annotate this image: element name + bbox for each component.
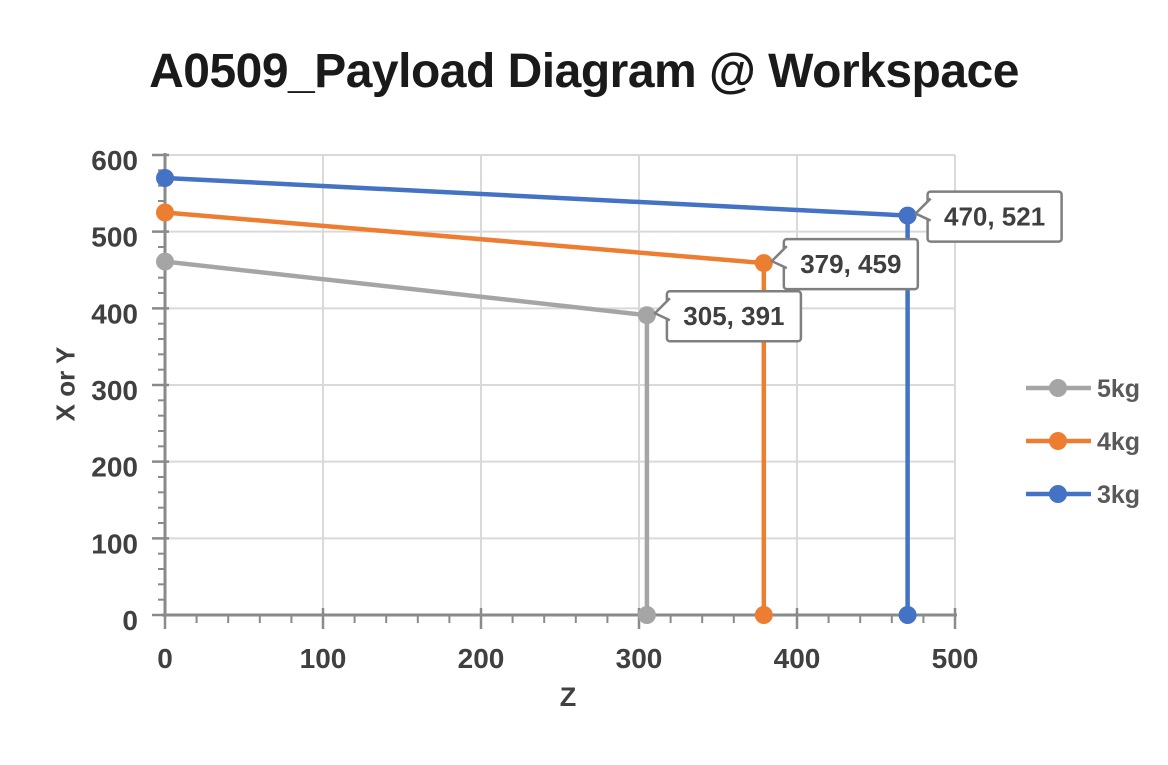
data-label-callout-tail-5kg (653, 297, 671, 322)
y-tick-label: 400 (91, 298, 138, 329)
legend-marker-4kg (1049, 432, 1067, 450)
y-tick-label: 200 (91, 452, 138, 483)
y-tick-label: 500 (91, 222, 138, 253)
x-tick-label: 300 (616, 643, 663, 674)
data-label-text-3kg: 470, 521 (944, 202, 1045, 232)
legend-marker-3kg (1049, 485, 1067, 503)
chart-title: A0509_Payload Diagram @ Workspace (149, 45, 1019, 98)
data-label-callout-tail-4kg (770, 245, 788, 270)
data-point-marker-5kg (637, 606, 656, 624)
x-tick-label: 200 (458, 643, 505, 674)
series-line-5kg (162, 259, 650, 618)
data-label-callout-tail-3kg (914, 197, 932, 222)
legend-label-5kg: 5kg (1097, 375, 1140, 403)
data-point-marker-4kg (156, 203, 174, 222)
legend-label-4kg: 4kg (1097, 428, 1140, 456)
x-axis-title: Z (559, 682, 577, 712)
x-tick-label: 100 (300, 643, 347, 674)
y-tick-label: 0 (122, 605, 138, 636)
y-tick-label: 300 (91, 375, 138, 406)
data-point-marker-5kg (156, 252, 174, 271)
x-tick-label: 400 (774, 643, 821, 674)
data-point-marker-4kg (754, 606, 773, 624)
y-tick-label: 100 (91, 528, 138, 559)
data-point-marker-3kg (898, 606, 917, 624)
data-point-marker-4kg (754, 254, 773, 273)
data-point-marker-3kg (898, 206, 917, 225)
data-point-marker-3kg (156, 169, 174, 187)
legend-label-3kg: 3kg (1097, 481, 1140, 509)
legend-marker-5kg (1049, 379, 1067, 397)
x-tick-label: 500 (932, 643, 979, 674)
y-tick-label: 600 (91, 145, 138, 176)
data-point-marker-5kg (637, 306, 656, 325)
x-tick-label: 0 (157, 643, 173, 674)
data-label-text-4kg: 379, 459 (800, 249, 901, 279)
data-label-text-5kg: 305, 391 (683, 301, 784, 331)
